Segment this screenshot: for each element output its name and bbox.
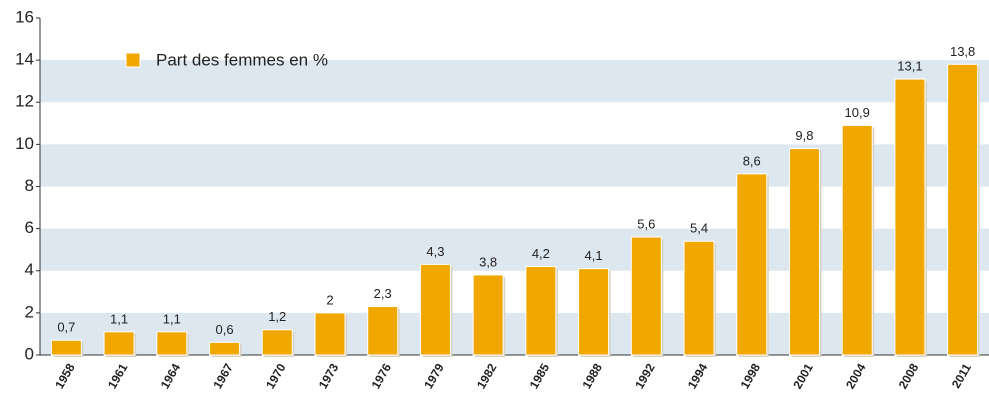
y-tick-label: 8 <box>25 176 34 195</box>
value-label: 5,4 <box>690 221 708 236</box>
bar <box>578 268 610 356</box>
x-tick-label: 1973 <box>316 361 342 391</box>
x-tick-label: 2008 <box>896 361 922 391</box>
x-tick-label: 1988 <box>579 361 605 391</box>
bar <box>947 63 979 356</box>
y-tick-label: 16 <box>15 7 34 26</box>
x-tick-label: 1998 <box>738 361 764 391</box>
bar <box>894 78 926 356</box>
y-tick-label: 2 <box>25 302 34 321</box>
y-tick-label: 10 <box>15 134 34 153</box>
value-label: 4,1 <box>585 248 603 263</box>
value-label: 2,3 <box>374 286 392 301</box>
x-tick-label: 1976 <box>369 361 395 391</box>
value-label: 5,6 <box>637 216 655 231</box>
y-tick-label: 14 <box>15 50 34 69</box>
bar <box>209 341 241 356</box>
legend-swatch <box>125 52 141 68</box>
y-tick-label: 6 <box>25 218 34 237</box>
value-label: 0,7 <box>57 320 75 335</box>
grid-band <box>40 228 989 271</box>
value-label: 2 <box>326 292 333 307</box>
y-tick-label: 12 <box>15 92 34 111</box>
bar <box>419 263 451 356</box>
bar <box>50 339 82 356</box>
bar <box>472 274 504 356</box>
value-label: 4,3 <box>426 244 444 259</box>
x-tick-label: 1961 <box>105 361 131 391</box>
x-tick-label: 1970 <box>263 361 289 391</box>
value-label: 13,1 <box>897 59 922 74</box>
value-label: 4,2 <box>532 246 550 261</box>
value-label: 8,6 <box>743 153 761 168</box>
value-label: 13,8 <box>950 44 975 59</box>
x-tick-label: 2004 <box>843 361 869 391</box>
value-label: 1,2 <box>268 309 286 324</box>
bar <box>788 148 820 356</box>
bar <box>736 173 768 356</box>
bar <box>367 306 399 356</box>
value-label: 0,6 <box>215 322 233 337</box>
x-tick-label: 1979 <box>421 361 447 391</box>
y-tick-label: 0 <box>25 344 34 363</box>
x-tick-label: 2011 <box>949 361 974 391</box>
bar <box>314 312 346 356</box>
value-label: 9,8 <box>795 128 813 143</box>
x-tick-label: 1992 <box>632 361 658 391</box>
value-label: 1,1 <box>110 311 128 326</box>
x-tick-label: 1967 <box>210 361 236 391</box>
bar <box>683 240 715 356</box>
bar <box>841 124 873 356</box>
x-tick-label: 1985 <box>527 361 553 391</box>
bar <box>525 266 557 356</box>
bar <box>156 331 188 356</box>
value-label: 10,9 <box>845 105 870 120</box>
value-label: 3,8 <box>479 254 497 269</box>
x-tick-label: 2001 <box>790 361 816 391</box>
legend-label: Part des femmes en % <box>156 50 328 69</box>
bar <box>630 236 662 356</box>
grid-band <box>40 60 989 103</box>
x-tick-label: 1964 <box>158 361 184 391</box>
grid-band <box>40 312 989 355</box>
bar <box>103 331 135 356</box>
value-label: 1,1 <box>163 311 181 326</box>
bar <box>261 329 293 356</box>
grid-band <box>40 144 989 187</box>
x-tick-label: 1958 <box>52 361 78 391</box>
x-tick-label: 1982 <box>474 361 500 391</box>
x-tick-label: 1994 <box>685 361 711 391</box>
y-tick-label: 4 <box>25 260 34 279</box>
